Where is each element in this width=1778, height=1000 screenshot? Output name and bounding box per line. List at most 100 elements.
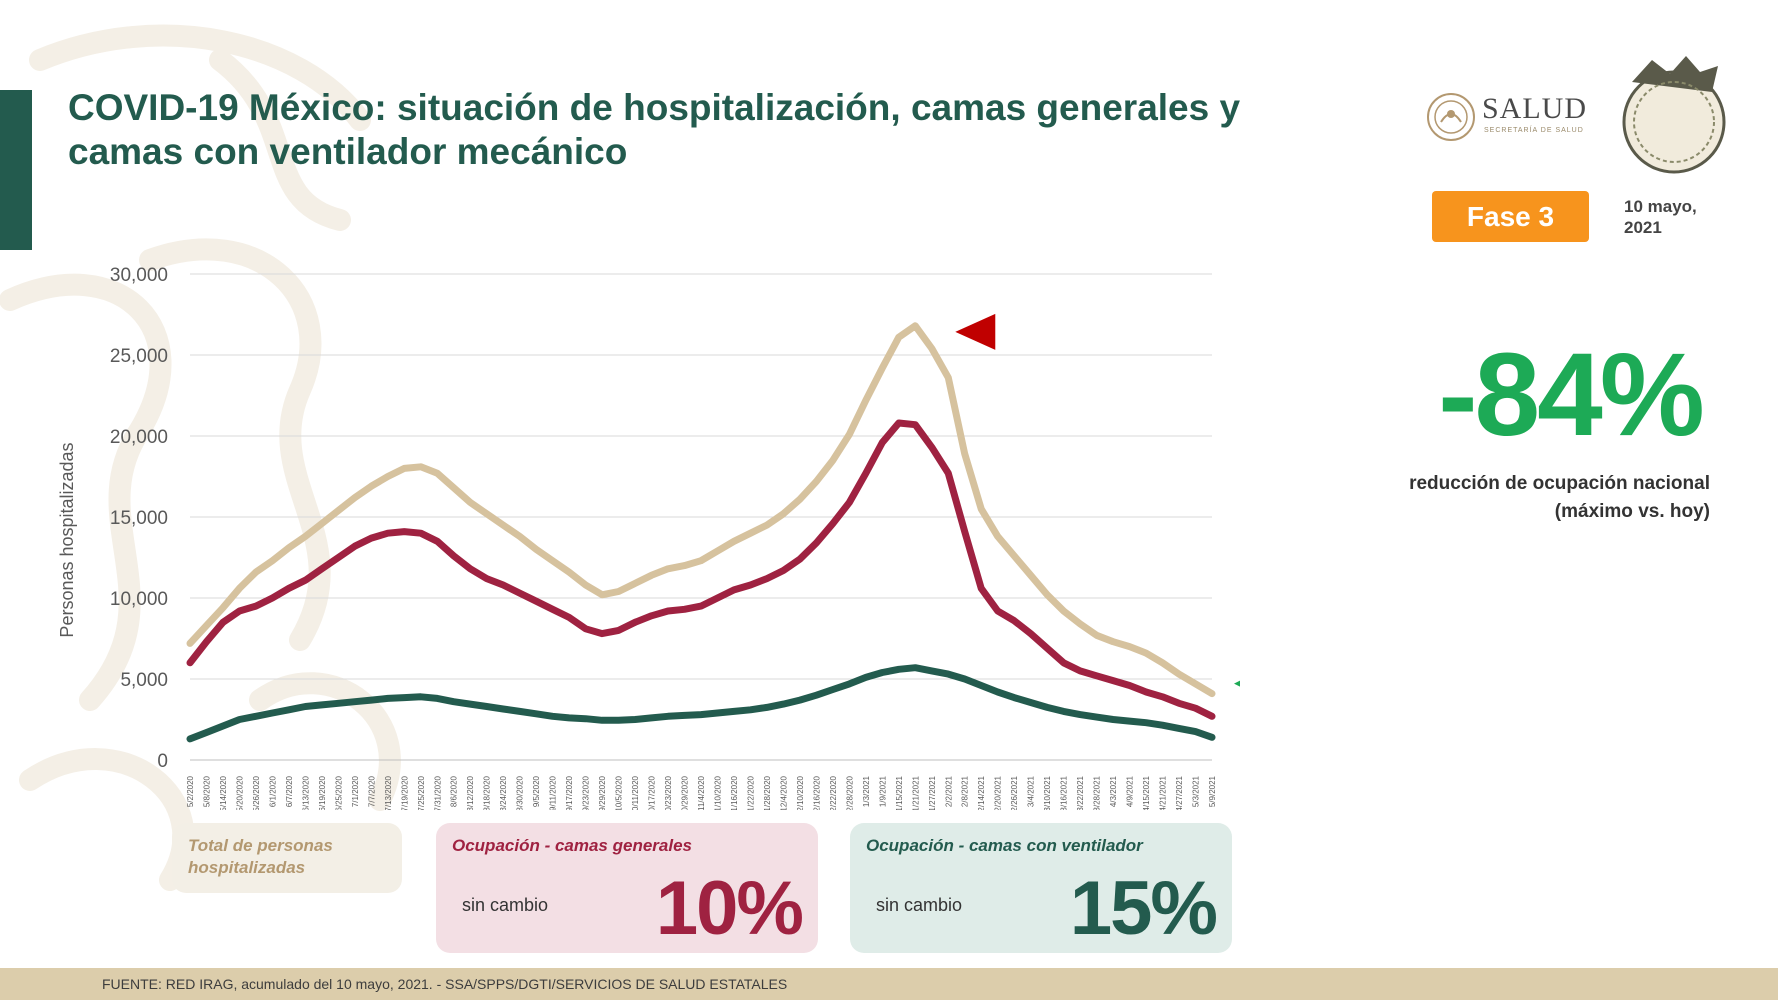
- x-tick-label: 9/29/2020: [598, 775, 607, 810]
- x-tick-label: 2/14/2021: [977, 775, 986, 810]
- x-tick-label: 1/15/2021: [895, 775, 904, 810]
- report-date-line-2: 2021: [1624, 218, 1662, 237]
- peak-marker-icon: [955, 313, 996, 350]
- x-tick-label: 8/24/2020: [499, 775, 508, 810]
- series-lines: [186, 322, 1216, 743]
- kpi-description-line-1: reducción de ocupación nacional: [1409, 473, 1710, 494]
- series-line-total: [186, 322, 1216, 698]
- x-tick-label: 10/29/2020: [681, 775, 690, 810]
- x-tick-label: 7/31/2020: [433, 775, 442, 810]
- report-date-line-1: 10 mayo,: [1624, 197, 1697, 216]
- x-tick-label: 1/9/2021: [878, 775, 887, 807]
- y-tick-label: 5,000: [120, 670, 168, 691]
- y-tick-label: 0: [157, 751, 168, 772]
- x-tick-label: 7/19/2020: [400, 775, 409, 810]
- x-tick-label: 11/4/2020: [697, 775, 706, 810]
- x-tick-label: 1/27/2021: [928, 775, 937, 810]
- y-axis-label: Personas hospitalizadas: [57, 442, 77, 637]
- accent-bar: [0, 90, 32, 250]
- x-tick-label: 3/16/2021: [1060, 775, 1069, 810]
- x-tick-label: 11/10/2020: [713, 775, 722, 810]
- x-tick-label: 3/4/2021: [1027, 775, 1036, 807]
- y-tick-label: 30,000: [110, 265, 168, 286]
- report-date: 10 mayo, 2021: [1624, 196, 1734, 238]
- general-occupancy-value: 10%: [655, 866, 804, 951]
- x-tick-label: 1/3/2021: [862, 775, 871, 807]
- mexico-seal-icon: [1427, 93, 1475, 141]
- x-tick-label: 7/7/2020: [367, 775, 376, 807]
- x-tick-label: 5/3/2021: [1192, 775, 1201, 807]
- x-tick-label: 5/8/2020: [202, 775, 211, 807]
- x-tick-label: 3/10/2021: [1043, 775, 1052, 810]
- x-tick-label: 9/5/2020: [532, 775, 541, 807]
- logo-salud-subtext: SECRETARÍA DE SALUD: [1484, 127, 1584, 134]
- legend-general-label: Ocupación - camas generales: [452, 836, 692, 855]
- x-tick-label: 5/14/2020: [219, 775, 228, 810]
- current-marker-icon: [1234, 680, 1240, 687]
- x-tick-label: 2/8/2021: [961, 775, 970, 807]
- ventilator-status: sin cambio: [876, 895, 963, 915]
- x-tick-label: 11/28/2020: [763, 775, 772, 810]
- kpi-description-line-2: (máximo vs. hoy): [1554, 501, 1710, 522]
- x-tick-label: 6/7/2020: [285, 775, 294, 807]
- x-tick-label: 10/11/2020: [631, 775, 640, 810]
- x-tick-label: 12/28/2020: [845, 775, 854, 810]
- legend-card-total: Total de personas hospitalizadas: [172, 823, 402, 893]
- y-tick-label: 25,000: [110, 346, 168, 367]
- x-tick-label: 8/18/2020: [483, 775, 492, 810]
- x-tick-label: 7/13/2020: [384, 775, 393, 810]
- x-tick-label: 8/12/2020: [466, 775, 475, 810]
- ventilator-occupancy-value: 15%: [1069, 866, 1218, 951]
- kpi-description: reducción de ocupación nacional (máximo …: [1360, 470, 1710, 526]
- x-tick-label: 3/28/2021: [1093, 775, 1102, 810]
- y-tick-label: 10,000: [110, 589, 168, 610]
- chart-markers: [955, 313, 1240, 687]
- x-tick-label: 2/26/2021: [1010, 775, 1019, 810]
- phase-badge: Fase 3: [1432, 191, 1589, 242]
- footer-source: FUENTE: RED IRAG, acumulado del 10 mayo,…: [102, 976, 788, 992]
- x-tick-label: 4/27/2021: [1175, 775, 1184, 810]
- x-tick-label: 4/15/2021: [1142, 775, 1151, 810]
- x-tick-label: 4/3/2021: [1109, 775, 1118, 807]
- x-tick-label: 4/21/2021: [1159, 775, 1168, 810]
- x-tick-label: 12/4/2020: [779, 775, 788, 810]
- series-line-ventilator-beds: [186, 664, 1216, 743]
- x-tick-label: 10/17/2020: [648, 775, 657, 810]
- x-tick-label: 1/21/2021: [911, 775, 920, 810]
- x-tick-label: 12/22/2020: [829, 775, 838, 810]
- footer-bar: FUENTE: RED IRAG, acumulado del 10 mayo,…: [0, 968, 1778, 1000]
- x-tick-label: 9/17/2020: [565, 775, 574, 810]
- x-tick-label: 9/11/2020: [549, 775, 558, 810]
- y-tick-label: 20,000: [110, 427, 168, 448]
- general-status: sin cambio: [462, 895, 549, 915]
- legend-card-ventilator-beds: Ocupación - camas con ventilador sin cam…: [850, 823, 1232, 953]
- chart-grid: [190, 273, 1212, 761]
- legend-total-label: Total de personas hospitalizadas: [188, 836, 333, 877]
- x-tick-label: 2/2/2021: [944, 775, 953, 807]
- x-tick-label: 6/13/2020: [301, 775, 310, 810]
- x-tick-label: 12/10/2020: [796, 775, 805, 810]
- x-tick-label: 11/22/2020: [746, 775, 755, 810]
- hospitalization-line-chart: 0 5,000 10,000 15,000 20,000 25,000 30,000 5/2…: [57, 265, 1240, 810]
- x-tick-label: 10/5/2020: [615, 775, 624, 810]
- x-tick-label: 8/30/2020: [516, 775, 525, 810]
- x-tick-label: 6/1/2020: [268, 775, 277, 807]
- x-tick-label: 5/20/2020: [235, 775, 244, 810]
- mexico-2021-emblem-icon: [1622, 56, 1726, 174]
- x-tick-label: 8/6/2020: [450, 775, 459, 807]
- x-tick-label: 6/25/2020: [334, 775, 343, 810]
- x-tick-label: 7/1/2020: [351, 775, 360, 807]
- x-tick-label: 5/9/2021: [1208, 775, 1217, 807]
- x-tick-label: 4/9/2021: [1126, 775, 1135, 807]
- x-tick-label: 5/26/2020: [252, 775, 261, 810]
- x-tick-label: 11/16/2020: [730, 775, 739, 810]
- x-tick-label: 6/19/2020: [318, 775, 327, 810]
- x-tick-labels: 5/2/2020 5/8/2020 5/14/2020 5/20/2020 5/26/2…: [186, 775, 1217, 810]
- x-tick-label: 12/16/2020: [812, 775, 821, 810]
- legend-card-general-beds: Ocupación - camas generales sin cambio 1…: [436, 823, 818, 953]
- x-tick-label: 9/23/2020: [582, 775, 591, 810]
- y-tick-labels: 0 5,000 10,000 15,000 20,000 25,000 30,000: [110, 265, 168, 772]
- x-tick-label: 5/2/2020: [186, 775, 195, 807]
- x-tick-label: 2/20/2021: [994, 775, 1003, 810]
- y-tick-label: 15,000: [110, 508, 168, 529]
